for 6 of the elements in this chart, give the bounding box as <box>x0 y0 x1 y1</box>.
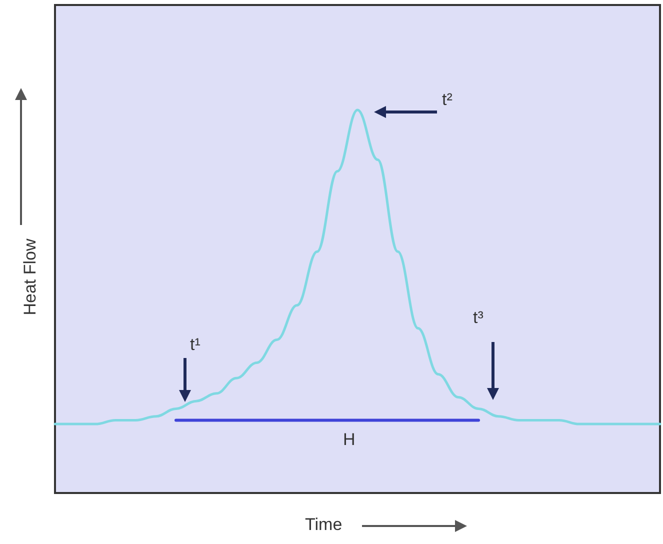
text: t² <box>442 90 452 110</box>
y-axis-title: Heat Flow <box>20 238 40 316</box>
annotation: t¹ <box>190 335 200 355</box>
annotation: t³ <box>473 308 484 328</box>
annotation: H <box>343 430 356 450</box>
x-axis-title: Time <box>305 515 342 535</box>
